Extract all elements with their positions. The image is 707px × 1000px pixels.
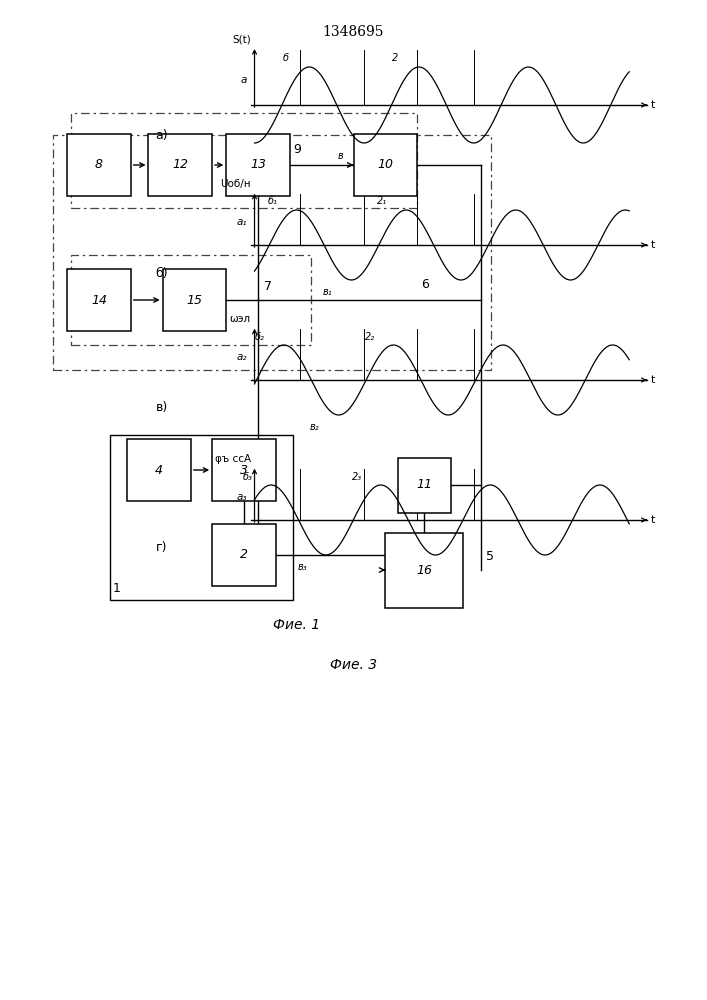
Text: 11: 11 bbox=[416, 479, 432, 491]
Bar bbox=[71, 113, 417, 208]
Text: 2₁: 2₁ bbox=[378, 196, 387, 207]
Text: 8: 8 bbox=[95, 158, 103, 172]
Text: а₁: а₁ bbox=[237, 217, 247, 227]
Text: ωэл: ωэл bbox=[230, 314, 251, 324]
Text: t: t bbox=[650, 240, 655, 250]
Text: в₂: в₂ bbox=[310, 422, 320, 432]
Text: в: в bbox=[337, 151, 343, 161]
Text: в₁: в₁ bbox=[322, 287, 332, 297]
Bar bbox=[110, 435, 293, 600]
Text: t: t bbox=[650, 375, 655, 385]
Bar bbox=[127, 439, 191, 501]
Bar bbox=[148, 134, 212, 196]
Text: 3: 3 bbox=[240, 464, 248, 477]
Text: Uоб/н: Uоб/н bbox=[221, 179, 251, 189]
Text: 6: 6 bbox=[421, 278, 428, 291]
Text: 2₂: 2₂ bbox=[365, 332, 375, 342]
Text: в₃: в₃ bbox=[297, 562, 307, 572]
Text: а₂: а₂ bbox=[237, 352, 247, 362]
Text: 10: 10 bbox=[378, 158, 393, 172]
Text: 4: 4 bbox=[155, 464, 163, 477]
Bar bbox=[163, 269, 226, 331]
Text: t: t bbox=[650, 100, 655, 110]
Text: 1348695: 1348695 bbox=[323, 25, 384, 39]
Text: 2: 2 bbox=[392, 53, 398, 63]
Text: Фие. 3: Фие. 3 bbox=[330, 658, 377, 672]
Bar bbox=[397, 458, 451, 512]
Bar bbox=[226, 134, 290, 196]
Bar bbox=[71, 255, 311, 345]
Text: 2: 2 bbox=[240, 548, 248, 562]
Text: 1: 1 bbox=[113, 582, 121, 595]
Bar bbox=[212, 439, 276, 501]
Text: S(t): S(t) bbox=[232, 34, 251, 44]
Bar bbox=[67, 134, 131, 196]
Text: б₃: б₃ bbox=[243, 472, 252, 482]
Text: а: а bbox=[241, 75, 247, 85]
Bar bbox=[354, 134, 417, 196]
Text: 15: 15 bbox=[187, 294, 202, 306]
Text: б₁: б₁ bbox=[268, 196, 278, 207]
Text: 7: 7 bbox=[264, 280, 271, 293]
Text: 9: 9 bbox=[293, 143, 301, 156]
Text: а): а) bbox=[156, 129, 168, 142]
Bar bbox=[53, 135, 491, 370]
Text: 13: 13 bbox=[250, 158, 266, 172]
Text: б): б) bbox=[156, 266, 168, 279]
Text: б₂: б₂ bbox=[255, 332, 265, 342]
Text: 12: 12 bbox=[173, 158, 188, 172]
Text: г): г) bbox=[156, 542, 167, 554]
Text: t: t bbox=[650, 515, 655, 525]
Text: 5: 5 bbox=[486, 550, 494, 563]
Bar bbox=[385, 532, 463, 607]
Text: 16: 16 bbox=[416, 564, 432, 576]
Text: Фие. 1: Фие. 1 bbox=[274, 618, 320, 632]
Text: 14: 14 bbox=[91, 294, 107, 306]
Text: φъ ссА: φъ ссА bbox=[215, 454, 251, 464]
Text: 2₃: 2₃ bbox=[352, 472, 362, 482]
Text: а₃: а₃ bbox=[237, 492, 247, 502]
Bar bbox=[212, 524, 276, 586]
Bar bbox=[67, 269, 131, 331]
Text: б: б bbox=[283, 53, 288, 63]
Text: в): в) bbox=[156, 401, 168, 414]
